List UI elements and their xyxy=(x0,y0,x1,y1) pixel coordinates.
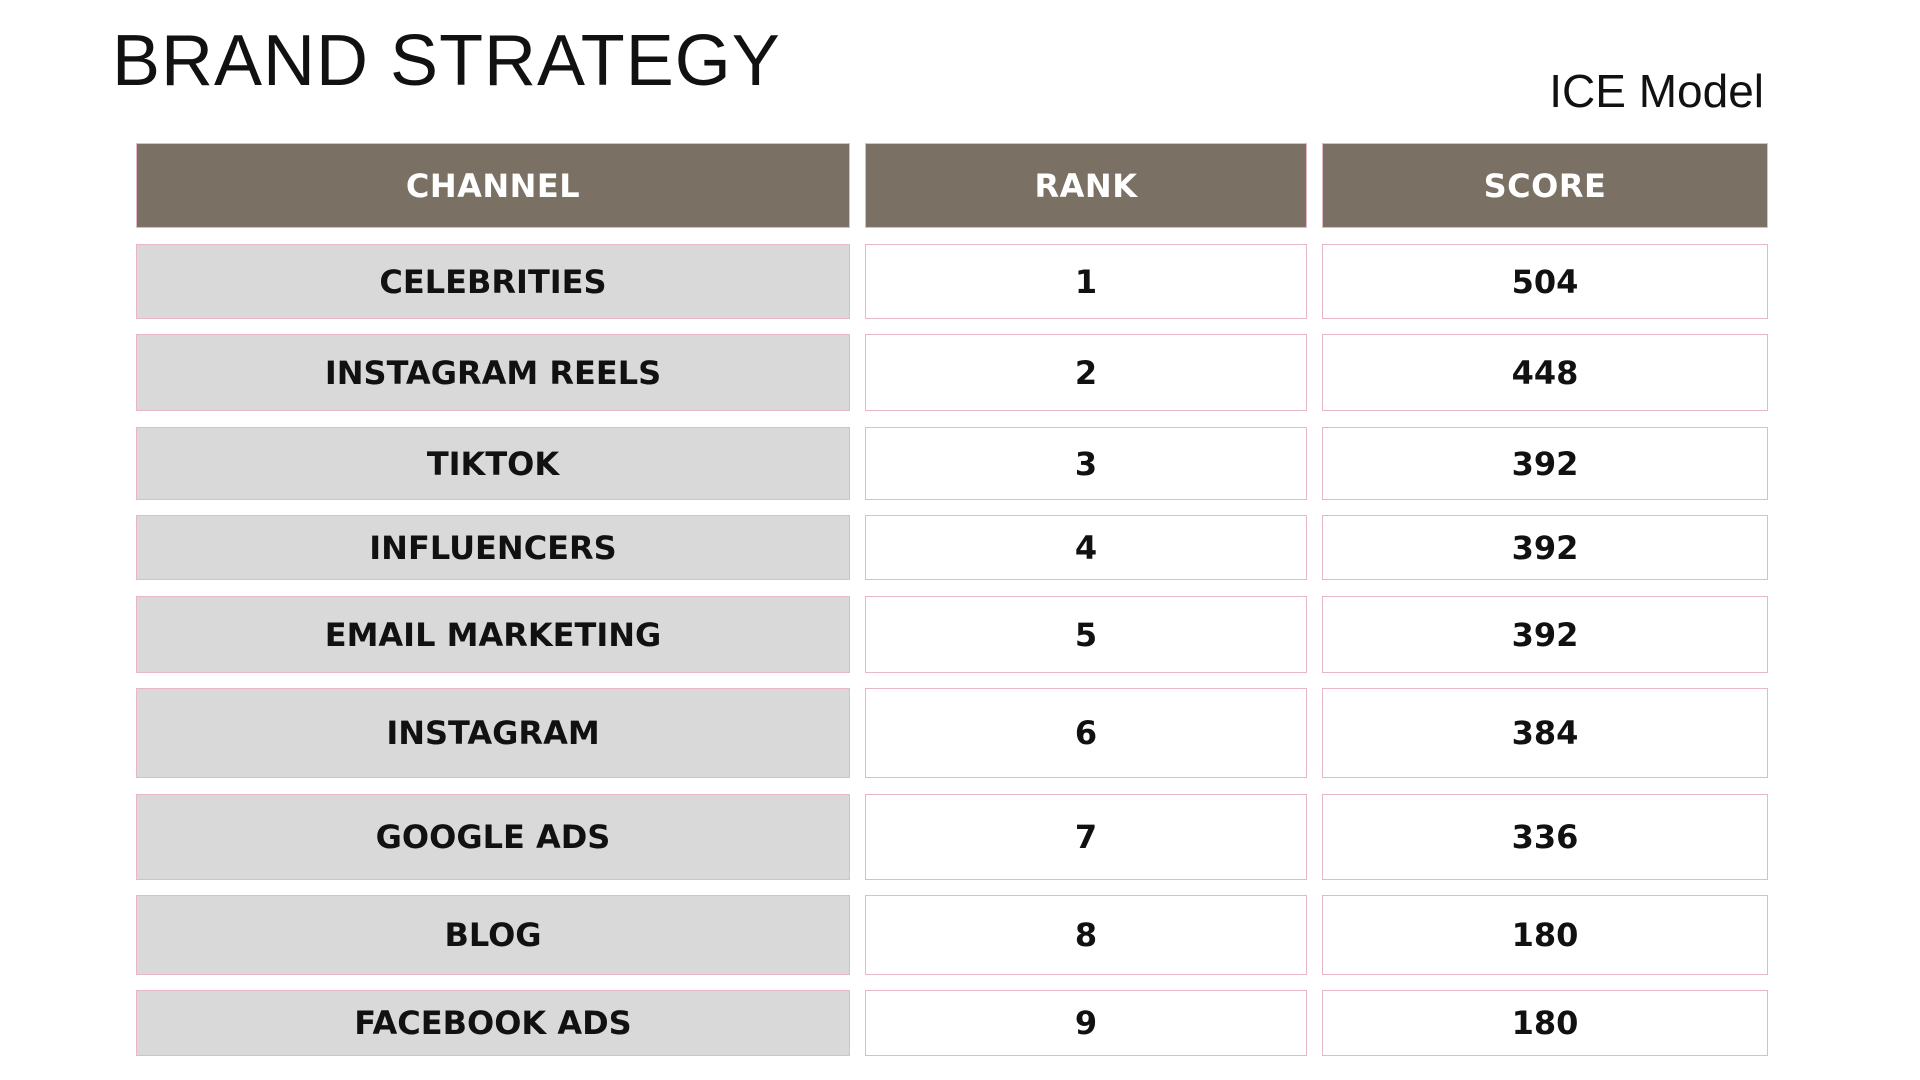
column-header-rank: RANK xyxy=(865,143,1307,228)
column-header-score: SCORE xyxy=(1322,143,1768,228)
table-cell-rank: 5 xyxy=(865,596,1307,673)
table-cell-rank: 9 xyxy=(865,990,1307,1056)
table-cell-score: 180 xyxy=(1322,990,1768,1056)
table-cell-channel: TIKTOK xyxy=(136,427,850,500)
table-cell-channel: INSTAGRAM REELS xyxy=(136,334,850,411)
table-cell-channel: EMAIL MARKETING xyxy=(136,596,850,673)
table-cell-channel: CELEBRITIES xyxy=(136,244,850,319)
table-cell-rank: 2 xyxy=(865,334,1307,411)
table-cell-score: 504 xyxy=(1322,244,1768,319)
table-cell-channel: FACEBOOK ADS xyxy=(136,990,850,1056)
table-cell-rank: 4 xyxy=(865,515,1307,580)
table-cell-rank: 3 xyxy=(865,427,1307,500)
page-title: BRAND STRATEGY xyxy=(112,21,781,101)
table-cell-channel: BLOG xyxy=(136,895,850,975)
table-cell-score: 180 xyxy=(1322,895,1768,975)
table-cell-score: 336 xyxy=(1322,794,1768,880)
table-cell-channel: INFLUENCERS xyxy=(136,515,850,580)
table-cell-rank: 8 xyxy=(865,895,1307,975)
table-cell-channel: GOOGLE ADS xyxy=(136,794,850,880)
table-cell-score: 392 xyxy=(1322,515,1768,580)
table-cell-score: 392 xyxy=(1322,427,1768,500)
table-cell-rank: 1 xyxy=(865,244,1307,319)
table-cell-rank: 7 xyxy=(865,794,1307,880)
table-cell-score: 392 xyxy=(1322,596,1768,673)
table-cell-score: 384 xyxy=(1322,688,1768,778)
table-cell-rank: 6 xyxy=(865,688,1307,778)
table-cell-score: 448 xyxy=(1322,334,1768,411)
page-subtitle: ICE Model xyxy=(1549,65,1764,117)
column-header-channel: CHANNEL xyxy=(136,143,850,228)
table-cell-channel: INSTAGRAM xyxy=(136,688,850,778)
